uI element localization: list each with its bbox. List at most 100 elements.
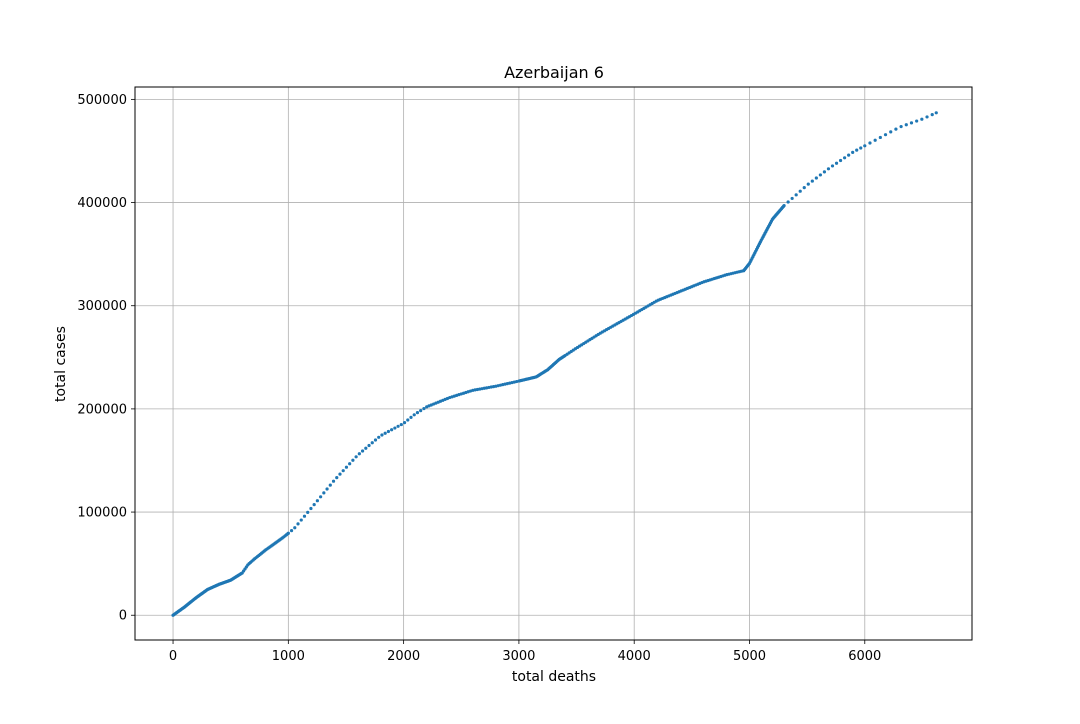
data-point: [399, 422, 403, 427]
data-point: [422, 406, 426, 411]
data-point: [406, 418, 410, 422]
data-point: [383, 431, 387, 435]
data-point: [360, 449, 365, 453]
data-point: [390, 428, 394, 432]
data-point: [920, 117, 924, 121]
data-point: [802, 185, 806, 190]
data-point: [380, 433, 384, 437]
x-axis-label: total deaths: [512, 669, 596, 685]
data-point: [322, 491, 326, 495]
data-point: [851, 150, 855, 154]
data-point: [344, 465, 349, 469]
x-tick-label: 1000: [272, 649, 305, 664]
data-point: [847, 153, 851, 157]
data-point: [818, 173, 822, 177]
data-point: [299, 518, 303, 522]
data-point: [319, 495, 323, 499]
data-point: [782, 204, 786, 208]
data-point: [899, 125, 903, 129]
data-point: [855, 148, 859, 152]
data-point: [868, 141, 872, 145]
data-point: [331, 479, 336, 483]
data-point: [786, 200, 790, 204]
data-point: [367, 443, 371, 448]
data-point: [364, 446, 368, 450]
data-point: [293, 526, 297, 530]
data-point: [289, 529, 294, 533]
data-point: [883, 133, 888, 137]
x-tick-label: 2000: [387, 649, 420, 664]
data-point: [894, 127, 898, 131]
chart-title: Azerbaijan 6: [504, 63, 604, 82]
y-axis-ticks: 0 100000 200000 300000 400000 500000: [77, 93, 135, 624]
data-point: [790, 196, 794, 201]
data-point: [338, 472, 342, 476]
data-point: [863, 144, 867, 148]
x-tick-label: 3000: [502, 649, 535, 664]
y-tick-label: 500000: [77, 93, 127, 108]
data-point: [286, 531, 290, 535]
data-point: [810, 179, 814, 183]
x-tick-label: 6000: [848, 649, 881, 664]
data-point: [296, 522, 300, 526]
grid-lines: [135, 87, 972, 640]
data-point: [328, 483, 332, 487]
data-point: [798, 189, 802, 193]
data-point: [315, 499, 319, 503]
x-tick-label: 4000: [618, 649, 651, 664]
data-point: [341, 469, 345, 473]
data-point: [904, 123, 908, 127]
data-point: [396, 424, 400, 428]
data-point: [826, 167, 831, 171]
plot-frame: [134, 86, 973, 641]
data-point: [830, 164, 835, 168]
y-tick-label: 100000: [77, 506, 127, 521]
x-tick-label: 5000: [733, 649, 766, 664]
y-tick-label: 200000: [77, 402, 127, 417]
data-point: [312, 502, 316, 507]
data-point: [419, 408, 423, 413]
x-tick-label: 0: [169, 649, 177, 664]
data-point: [814, 176, 818, 180]
data-point: [393, 426, 397, 430]
data-point: [306, 510, 310, 514]
data-point: [357, 452, 361, 456]
data-points: [171, 111, 938, 617]
data-point: [794, 193, 798, 197]
y-tick-label: 400000: [77, 196, 127, 211]
data-point: [873, 138, 877, 142]
data-point: [370, 441, 374, 445]
data-point: [822, 170, 827, 174]
data-point: [412, 413, 416, 417]
data-point: [934, 111, 938, 115]
data-point: [409, 415, 413, 419]
data-point: [309, 506, 313, 511]
data-point: [834, 161, 839, 165]
data-point: [930, 112, 934, 117]
data-point: [302, 514, 307, 518]
data-point: [878, 135, 882, 140]
y-axis-label: total cases: [53, 326, 69, 402]
data-point: [377, 435, 381, 439]
data-point: [909, 121, 914, 125]
data-point: [325, 487, 329, 491]
data-point: [806, 182, 810, 186]
data-point: [859, 146, 863, 150]
data-point: [348, 462, 352, 466]
data-point: [386, 429, 391, 434]
data-point: [889, 130, 893, 134]
y-tick-label: 300000: [77, 299, 127, 314]
y-tick-label: 0: [119, 609, 127, 624]
data-point: [351, 458, 355, 462]
data-point: [838, 158, 843, 163]
data-point: [354, 455, 358, 459]
data-point: [415, 411, 420, 415]
data-point: [402, 420, 407, 425]
data-point: [843, 156, 847, 160]
data-point: [373, 438, 378, 442]
x-axis-ticks: 0 1000 2000 3000 4000 5000 6000: [169, 640, 881, 664]
data-point: [925, 115, 929, 119]
data-point: [915, 119, 919, 123]
